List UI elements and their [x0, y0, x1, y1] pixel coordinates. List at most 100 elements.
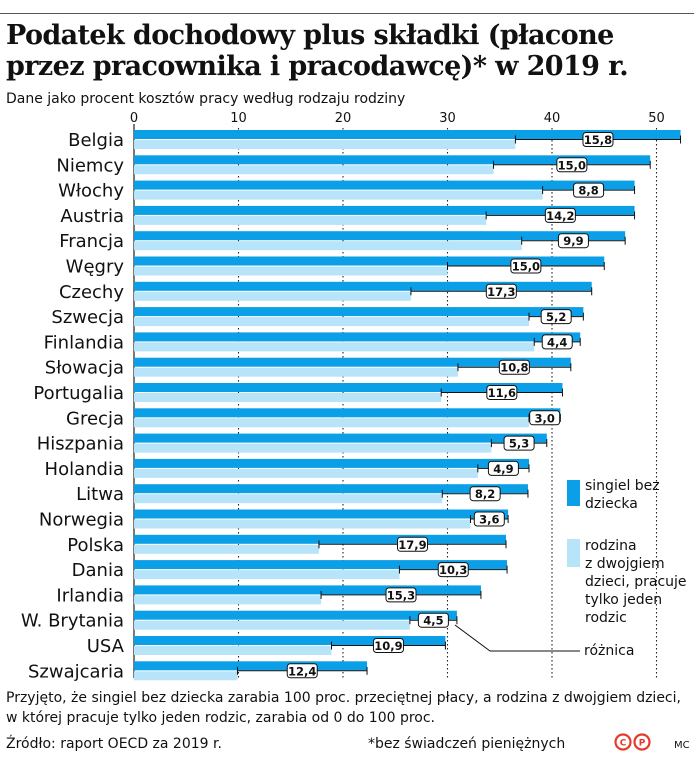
legend-swatch-single [567, 480, 580, 506]
country-label: Hiszpania [37, 434, 124, 455]
bar-single [134, 560, 508, 570]
country-label: USA [87, 636, 125, 657]
legend-swatch-family [567, 539, 580, 567]
bar-single [134, 610, 457, 620]
difference-label: 5,3 [509, 437, 529, 451]
country-label: Irlandia [56, 585, 124, 606]
bar-single [134, 205, 635, 215]
bar-single [134, 458, 530, 468]
country-label: Grecja [66, 408, 124, 429]
bar-single [134, 383, 563, 392]
country-label: Polska [67, 535, 124, 556]
bar-single [134, 534, 507, 544]
difference-label-box [396, 536, 428, 552]
chart-subtitle: Dane jako procent kosztów pracy według r… [6, 91, 406, 107]
country-label: Niemcy [56, 155, 124, 176]
bar-family [134, 494, 443, 504]
difference-label: 10,3 [439, 563, 467, 577]
cc-license-icon: C P [614, 733, 651, 751]
bar-family [134, 165, 494, 175]
bar-family [134, 317, 530, 327]
bar-family [134, 342, 535, 352]
bar-family [134, 443, 492, 453]
difference-label: 17,9 [398, 538, 426, 552]
difference-label: 15,0 [512, 260, 540, 274]
country-label: Słowacja [45, 358, 124, 379]
bar-single [134, 636, 446, 645]
difference-label: 15,0 [558, 158, 586, 172]
bar-family [134, 291, 411, 301]
bar-single [134, 408, 561, 418]
difference-label-box [556, 157, 588, 173]
bar-family [134, 140, 516, 149]
legend-label-family: tylko jeden [585, 592, 662, 608]
difference-label-box [582, 132, 614, 147]
country-label: Holandia [45, 459, 124, 480]
bar-single [134, 661, 368, 671]
difference-label-box [503, 435, 535, 451]
bar-family [134, 620, 410, 630]
difference-label: 5,2 [546, 310, 566, 324]
author-initials: MC [674, 740, 690, 751]
bar-family [134, 544, 319, 554]
country-label: Austria [60, 206, 124, 227]
bar-single [134, 332, 581, 342]
asterisk-note: *bez świadczeń pieniężnych [368, 736, 566, 752]
legend-label-family: dzieci, pracuje [585, 574, 687, 590]
difference-label-box [573, 182, 605, 198]
footnote: Przyjęto, że singiel bez dziecka zarabia… [6, 690, 681, 726]
legend-label-single: dziecka [585, 496, 638, 512]
difference-label: 10,9 [374, 639, 402, 653]
country-label: Francja [59, 231, 124, 252]
difference-label-box [487, 460, 519, 476]
bar-family [134, 468, 478, 478]
legend-label-single: singiel bez [585, 478, 660, 494]
bar-single [134, 256, 605, 266]
difference-label-box [437, 562, 469, 578]
bar-family [134, 418, 530, 428]
difference-label-box [385, 587, 417, 603]
legend-label-family: z dwojgiem [585, 556, 665, 572]
legend-layer: singiel bez dziecka rodzina z dwojgiem dziec… [454, 478, 687, 659]
bar-single [134, 281, 592, 291]
bar-single [134, 155, 651, 165]
bar-single [134, 509, 509, 519]
difference-label-box [498, 359, 530, 375]
difference-label-box [557, 233, 589, 249]
difference-label: 3,6 [479, 513, 499, 527]
bar-family [134, 671, 238, 681]
svg-text:C: C [620, 739, 627, 749]
bar-chart: 0 10 20 30 40 50 Belgia 15,8 Niemcy 15,0 Włochy 8,… [21, 111, 687, 682]
difference-label-box [510, 258, 542, 274]
difference-label-box [486, 385, 518, 400]
difference-label-box [540, 309, 572, 325]
bar-family [134, 215, 487, 225]
country-label: Norwegia [39, 510, 124, 531]
bar-family [134, 266, 448, 276]
difference-callout-line [454, 624, 580, 652]
difference-label: 12,4 [288, 664, 316, 678]
country-label: Belgia [68, 130, 124, 151]
difference-label-box [529, 410, 561, 426]
source-text: Źródło: raport OECD za 2019 r. [6, 736, 222, 752]
bar-family [134, 570, 400, 580]
difference-label: 4,5 [423, 614, 443, 628]
difference-label-box [541, 334, 573, 350]
difference-label-box [485, 283, 517, 299]
country-label: Litwa [76, 484, 124, 505]
bar-family [134, 519, 471, 529]
bar-single [134, 484, 528, 494]
bar-single [134, 433, 547, 443]
country-label: Finlandia [44, 332, 124, 353]
legend-label-family: rodzina [585, 538, 637, 554]
bar-single [134, 307, 584, 317]
bars-layer [134, 130, 682, 681]
difference-label: 8,8 [578, 184, 598, 198]
bar-family [134, 393, 442, 402]
difference-label: 17,3 [487, 285, 515, 299]
bar-single [134, 585, 481, 595]
bar-family [134, 241, 522, 251]
difference-label: 15,8 [584, 133, 612, 147]
legend-label-family: rodzic [585, 610, 627, 626]
bar-single [134, 357, 571, 367]
